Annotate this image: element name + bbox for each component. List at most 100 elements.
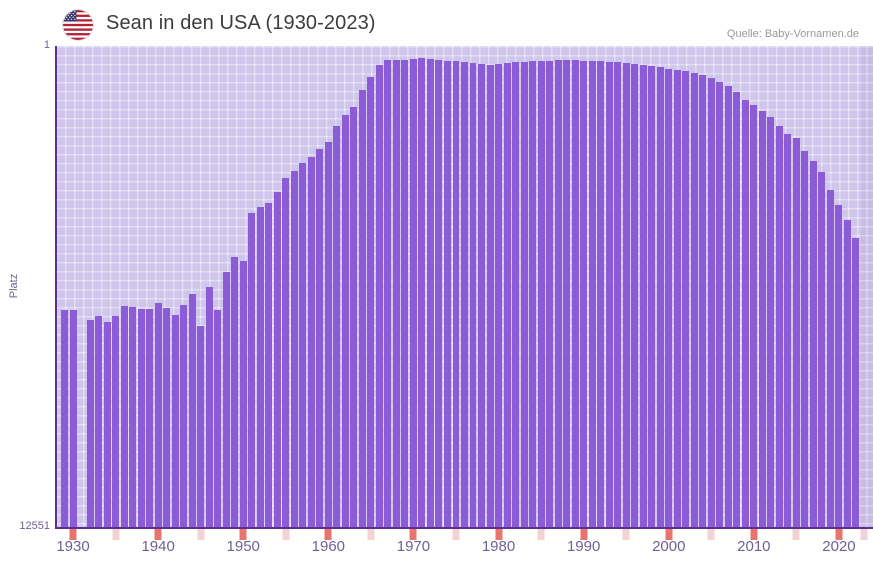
bar[interactable] [665, 68, 673, 527]
bar[interactable] [426, 59, 434, 527]
bar[interactable] [843, 220, 851, 527]
bar[interactable] [699, 75, 707, 527]
bar[interactable] [690, 72, 698, 527]
bar[interactable] [214, 309, 222, 527]
bar[interactable] [282, 178, 290, 527]
bar[interactable] [571, 59, 579, 527]
bar[interactable] [503, 62, 511, 527]
bar[interactable] [129, 306, 137, 527]
x-axis-tick-label: 1950 [226, 538, 260, 555]
bar[interactable] [716, 81, 724, 527]
bar[interactable] [112, 316, 120, 527]
bar[interactable] [146, 309, 154, 527]
bar[interactable] [333, 126, 341, 527]
bar[interactable] [418, 58, 426, 527]
bar[interactable] [767, 116, 775, 527]
bar[interactable] [622, 63, 630, 527]
bar[interactable] [597, 61, 605, 527]
bar[interactable] [826, 189, 834, 527]
bar[interactable] [231, 256, 239, 527]
bar[interactable] [154, 302, 162, 527]
bar[interactable] [631, 63, 639, 527]
bar[interactable] [656, 67, 664, 527]
bar[interactable] [852, 237, 860, 527]
bar[interactable] [358, 90, 366, 527]
bar[interactable] [341, 114, 349, 527]
bar[interactable] [486, 65, 494, 527]
bar[interactable] [724, 86, 732, 527]
bar[interactable] [639, 64, 647, 527]
x-axis-tick-mark [665, 529, 673, 540]
bar[interactable] [256, 206, 264, 527]
bar[interactable] [801, 151, 809, 527]
bar[interactable] [682, 71, 690, 527]
bar[interactable] [103, 321, 111, 527]
bar[interactable] [520, 62, 528, 527]
bar[interactable] [273, 191, 281, 527]
bar[interactable] [563, 59, 571, 527]
bar[interactable] [197, 325, 205, 527]
bar[interactable] [137, 308, 145, 527]
bar[interactable] [495, 63, 503, 527]
bar[interactable] [188, 293, 196, 527]
bar[interactable] [452, 61, 460, 527]
bar[interactable] [750, 105, 758, 527]
x-axis-tick-label: 2010 [737, 538, 771, 555]
bar[interactable] [222, 272, 230, 527]
bar[interactable] [171, 314, 179, 527]
bar[interactable] [614, 62, 622, 527]
source-attribution: Quelle: Baby-Vornamen.de [726, 28, 859, 40]
bar[interactable] [299, 162, 307, 527]
bar[interactable] [180, 304, 188, 527]
bar[interactable] [478, 63, 485, 527]
bar[interactable] [95, 316, 103, 527]
bar[interactable] [537, 60, 545, 527]
bar[interactable] [792, 137, 800, 527]
bar[interactable] [69, 310, 77, 527]
bar[interactable] [384, 60, 392, 527]
bar[interactable] [86, 320, 94, 527]
bar[interactable] [588, 60, 596, 527]
bar[interactable] [392, 59, 400, 527]
bar[interactable] [512, 62, 520, 527]
bar[interactable] [248, 212, 256, 527]
bar[interactable] [239, 260, 247, 527]
bar[interactable] [784, 134, 792, 527]
bar[interactable] [367, 76, 375, 527]
bar[interactable] [605, 62, 613, 527]
bar[interactable] [554, 59, 562, 527]
bar[interactable] [205, 287, 213, 527]
bar[interactable] [61, 310, 68, 527]
bar[interactable] [375, 65, 383, 527]
bar[interactable] [316, 149, 324, 527]
bar[interactable] [529, 61, 537, 527]
bar[interactable] [741, 99, 749, 527]
bar[interactable] [469, 63, 477, 527]
bar[interactable] [835, 205, 843, 527]
bar[interactable] [707, 78, 715, 527]
bar[interactable] [580, 60, 588, 527]
bar[interactable] [290, 170, 298, 527]
bar[interactable] [120, 305, 128, 527]
bar[interactable] [307, 157, 315, 527]
bar[interactable] [324, 141, 332, 527]
bar[interactable] [443, 60, 451, 527]
bar[interactable] [163, 307, 171, 527]
bar[interactable] [818, 172, 826, 527]
bar[interactable] [648, 65, 656, 527]
bar[interactable] [775, 126, 783, 527]
bar[interactable] [546, 60, 554, 527]
y-axis-title: Platz [8, 273, 20, 299]
bar[interactable] [350, 107, 358, 527]
bar[interactable] [809, 160, 817, 527]
bar[interactable] [461, 62, 468, 527]
bar[interactable] [758, 111, 766, 527]
bar[interactable] [409, 58, 417, 527]
bar[interactable] [265, 203, 273, 527]
bar[interactable] [401, 59, 409, 527]
bar[interactable] [733, 91, 741, 527]
x-axis-minor-tick-mark [282, 529, 290, 540]
bar[interactable] [673, 69, 681, 527]
bar[interactable] [435, 59, 443, 527]
x-axis-minor-tick-mark [537, 529, 545, 540]
